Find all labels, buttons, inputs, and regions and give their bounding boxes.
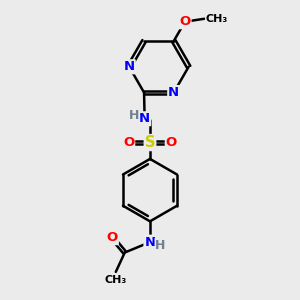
Text: S: S: [145, 135, 155, 150]
Text: H: H: [128, 109, 139, 122]
Text: N: N: [168, 86, 179, 99]
Text: O: O: [106, 231, 118, 244]
Text: CH₃: CH₃: [105, 275, 127, 285]
Text: N: N: [144, 236, 156, 249]
Text: O: O: [123, 136, 134, 149]
Text: CH₃: CH₃: [206, 14, 228, 24]
Text: N: N: [139, 112, 150, 125]
Text: N: N: [124, 60, 135, 73]
Text: O: O: [166, 136, 177, 149]
Text: O: O: [179, 15, 191, 28]
Text: H: H: [155, 238, 166, 252]
